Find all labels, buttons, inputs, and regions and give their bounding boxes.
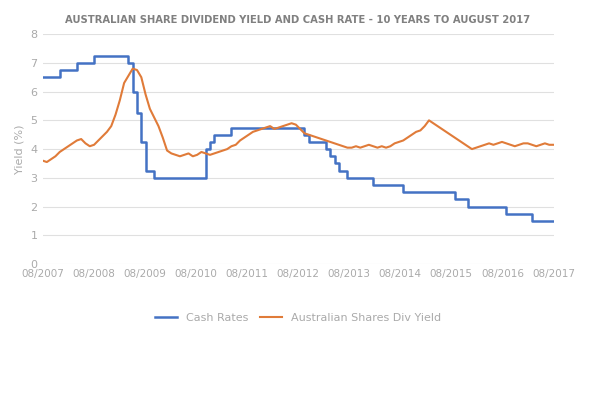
- Australian Shares Div Yield: [185, 151, 192, 156]
- Australian Shares Div Yield: [399, 138, 407, 143]
- Cash Rates: [550, 219, 557, 224]
- Cash Rates: [39, 75, 46, 80]
- Legend: Cash Rates, Australian Shares Div Yield: Cash Rates, Australian Shares Div Yield: [150, 308, 445, 328]
- Line: Cash Rates: Cash Rates: [42, 56, 553, 221]
- Cash Rates: [181, 175, 188, 180]
- Cash Rates: [447, 190, 454, 195]
- Australian Shares Div Yield: [43, 160, 50, 164]
- Cash Rates: [327, 154, 334, 159]
- Cash Rates: [395, 183, 402, 187]
- Y-axis label: Yield (%): Yield (%): [15, 124, 25, 174]
- Australian Shares Div Yield: [129, 66, 136, 71]
- Cash Rates: [90, 53, 97, 58]
- Australian Shares Div Yield: [550, 143, 557, 147]
- Cash Rates: [542, 219, 549, 224]
- Australian Shares Div Yield: [39, 158, 46, 163]
- Line: Australian Shares Div Yield: Australian Shares Div Yield: [42, 69, 553, 162]
- Title: AUSTRALIAN SHARE DIVIDEND YIELD AND CASH RATE - 10 YEARS TO AUGUST 2017: AUSTRALIAN SHARE DIVIDEND YIELD AND CASH…: [65, 15, 530, 25]
- Australian Shares Div Yield: [542, 141, 549, 146]
- Australian Shares Div Yield: [451, 135, 458, 140]
- Cash Rates: [529, 219, 536, 224]
- Australian Shares Div Yield: [331, 141, 338, 146]
- Cash Rates: [150, 175, 158, 180]
- Australian Shares Div Yield: [155, 124, 162, 129]
